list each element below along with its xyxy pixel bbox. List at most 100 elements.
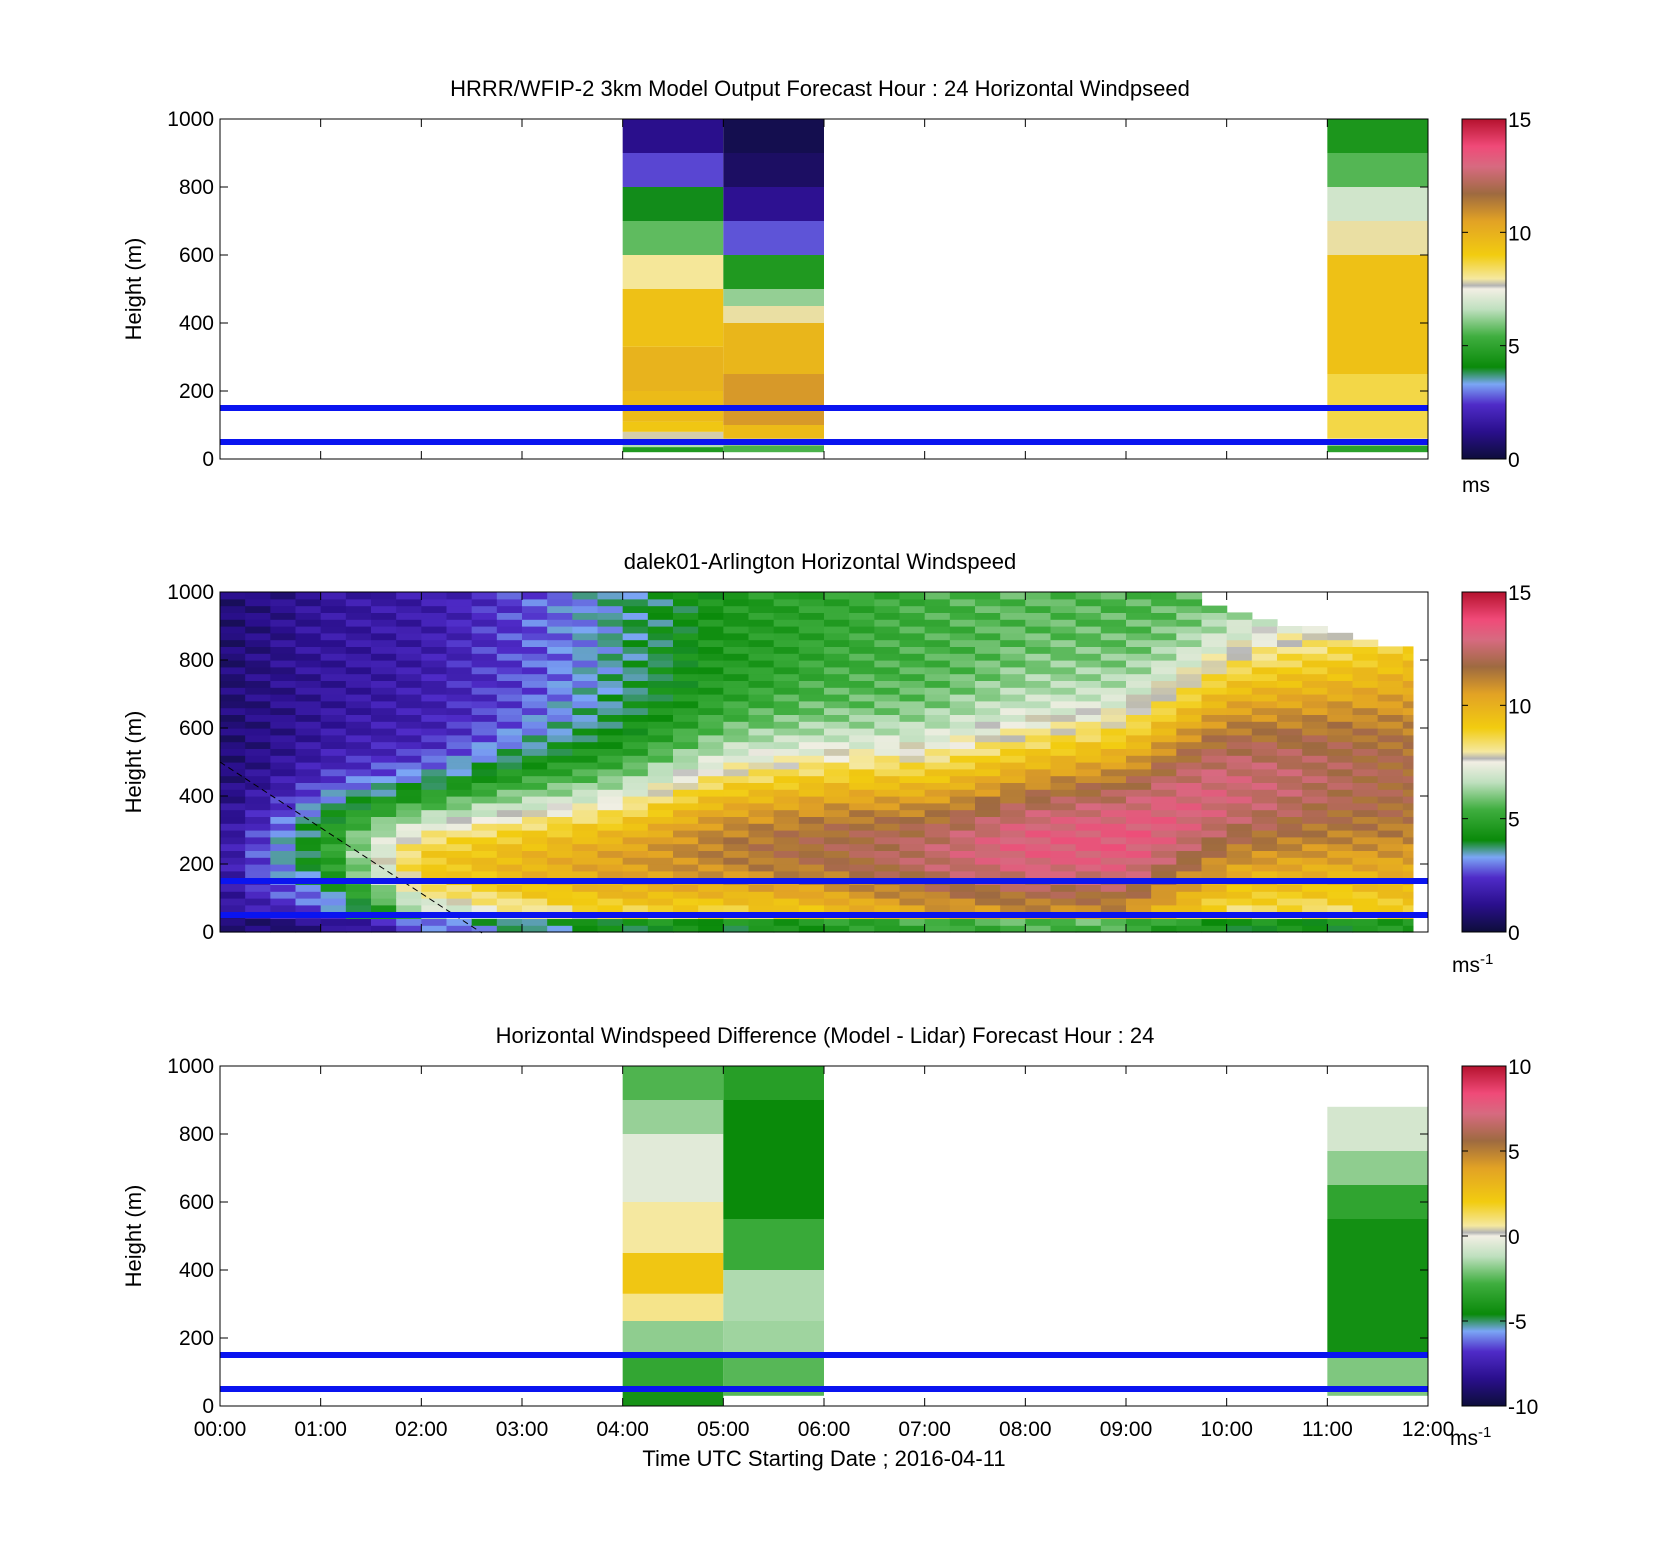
heatmap-cell xyxy=(1075,639,1102,647)
x-tick-label: 04:00 xyxy=(596,1418,649,1441)
heatmap-cell xyxy=(496,605,523,613)
heatmap-cell xyxy=(1377,714,1404,722)
heatmap-cell xyxy=(924,721,951,729)
heatmap-cell xyxy=(975,694,1001,702)
heatmap-cell xyxy=(547,843,573,851)
x-tick-label: 08:00 xyxy=(999,1418,1052,1441)
heatmap-cell xyxy=(1277,904,1303,913)
heatmap-cell xyxy=(748,694,775,702)
heatmap-cell xyxy=(949,707,976,715)
heatmap-cell xyxy=(798,619,825,627)
heatmap-cell xyxy=(371,632,397,641)
heatmap-cell xyxy=(1377,707,1404,715)
heatmap-cell xyxy=(698,918,724,926)
heatmap-cell xyxy=(245,694,271,702)
heatmap-cell xyxy=(1126,605,1152,613)
heatmap-cell xyxy=(471,619,498,627)
heatmap-cell xyxy=(522,707,548,715)
heatmap-cell xyxy=(647,857,674,865)
heatmap-cell xyxy=(622,802,649,811)
heatmap-cell xyxy=(647,646,674,654)
heatmap-cell xyxy=(597,619,624,627)
heatmap-cell xyxy=(773,768,800,777)
heatmap-cell xyxy=(798,748,825,756)
heatmap-cell xyxy=(622,809,649,817)
heatmap-cell xyxy=(446,836,473,845)
heatmap-cell xyxy=(1176,857,1203,865)
heatmap-cell xyxy=(220,898,246,906)
heatmap-cell xyxy=(899,884,926,892)
heatmap-cell xyxy=(421,789,448,797)
heatmap-cell xyxy=(773,796,800,804)
heatmap-cell xyxy=(798,884,825,892)
heatmap-cell xyxy=(220,646,246,654)
heatmap-cell xyxy=(1075,687,1102,695)
heatmap-cell xyxy=(1352,891,1379,899)
heatmap-cell xyxy=(874,864,901,872)
heatmap-cell xyxy=(572,619,599,627)
heatmap-cell xyxy=(1302,632,1328,641)
heatmap-cell xyxy=(1075,762,1102,770)
heatmap-cell xyxy=(421,598,448,607)
heatmap-cell xyxy=(345,741,372,749)
heatmap-cell xyxy=(899,857,926,865)
heatmap-cell xyxy=(1327,445,1428,453)
heatmap-cell xyxy=(874,891,901,899)
heatmap-cell xyxy=(345,592,372,600)
heatmap-cell xyxy=(572,904,599,913)
heatmap-cell xyxy=(1352,687,1379,695)
heatmap-cell xyxy=(874,816,901,824)
heatmap-cell xyxy=(421,796,448,804)
heatmap-cell xyxy=(597,802,624,811)
heatmap-cell xyxy=(647,775,674,783)
heatmap-cell xyxy=(1402,836,1414,845)
heatmap-cell xyxy=(522,796,548,804)
heatmap-cell xyxy=(1327,741,1354,749)
heatmap-cell xyxy=(1377,687,1404,695)
heatmap-cell xyxy=(924,714,951,722)
heatmap-cell xyxy=(1151,626,1177,634)
heatmap-cell xyxy=(975,653,1001,661)
heatmap-cell xyxy=(270,592,297,600)
colorbar-tick-label: 15 xyxy=(1508,582,1531,605)
heatmap-cell xyxy=(522,768,548,777)
heatmap-cell xyxy=(773,802,800,811)
heatmap-cell xyxy=(471,857,498,865)
heatmap-cell xyxy=(371,619,397,627)
x-tick-label: 01:00 xyxy=(294,1418,347,1441)
heatmap-cell xyxy=(547,775,573,783)
heatmap-cell xyxy=(421,632,448,641)
heatmap-cell xyxy=(597,857,624,865)
heatmap-cell xyxy=(522,884,548,892)
heatmap-cell xyxy=(371,816,397,824)
heatmap-cell xyxy=(1402,680,1414,688)
colorbar-tick-label: -5 xyxy=(1508,1311,1527,1334)
heatmap-cell xyxy=(622,1389,724,1406)
heatmap-cell xyxy=(975,789,1001,797)
heatmap-cell xyxy=(421,626,448,634)
heatmap-cell xyxy=(1327,925,1354,933)
heatmap-cell xyxy=(1327,687,1354,695)
heatmap-cell xyxy=(1352,809,1379,817)
heatmap-cell xyxy=(1025,680,1052,688)
heatmap-cell xyxy=(975,843,1001,851)
heatmap-cell xyxy=(949,734,976,743)
heatmap-cell xyxy=(496,666,523,675)
heatmap-cell xyxy=(1377,857,1404,865)
panel-difference-reflines xyxy=(220,1352,1428,1392)
heatmap-cell xyxy=(1100,775,1127,783)
heatmap-cell xyxy=(1201,870,1228,879)
heatmap-cell xyxy=(270,626,297,634)
heatmap-cell xyxy=(622,639,649,647)
heatmap-cell xyxy=(874,639,901,647)
panel-model-reflines xyxy=(220,405,1428,445)
heatmap-cell xyxy=(245,762,271,770)
heatmap-cell xyxy=(245,721,271,729)
heatmap-cell xyxy=(345,707,372,715)
heatmap-cell xyxy=(949,809,976,817)
heatmap-cell xyxy=(295,789,322,797)
heatmap-cell xyxy=(1100,680,1127,688)
heatmap-cell xyxy=(522,816,548,824)
heatmap-cell xyxy=(345,904,372,913)
heatmap-cell xyxy=(496,768,523,777)
